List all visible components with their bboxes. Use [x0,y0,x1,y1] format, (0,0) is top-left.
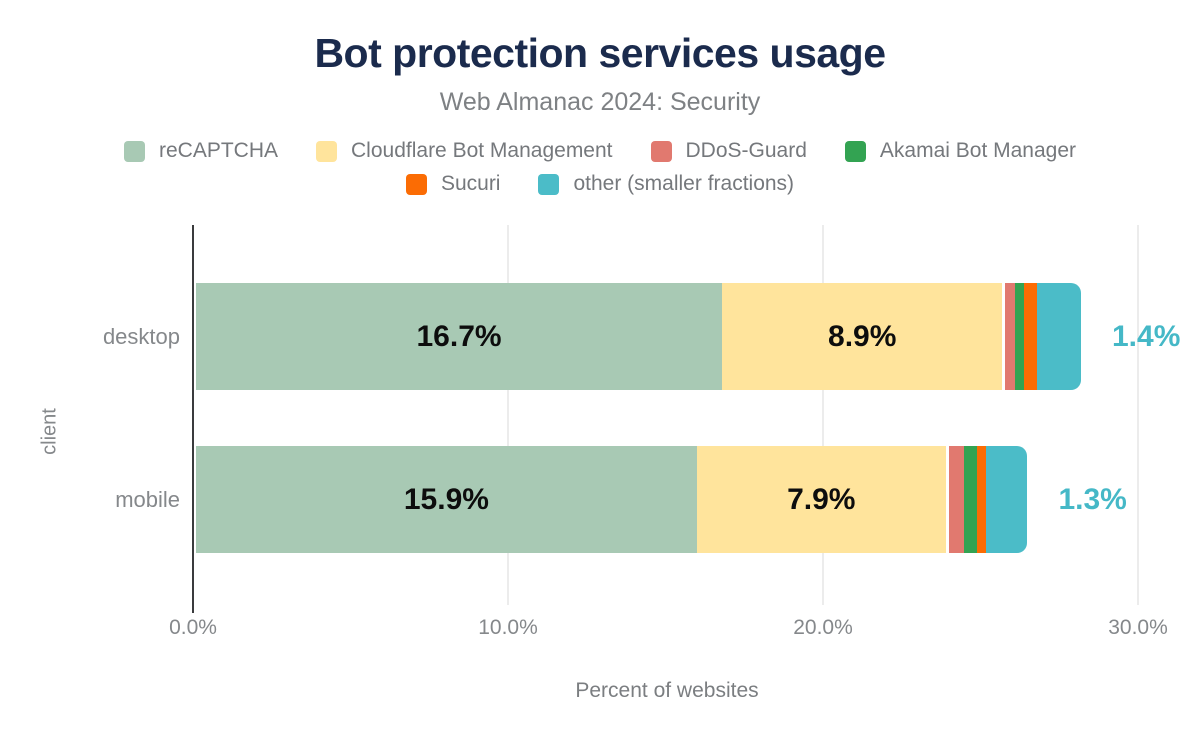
value-label-mobile-recaptcha: 15.9% [403,482,489,516]
bar-segment-sucuri [977,446,987,553]
bar-desktop: 16.7% 8.9% [196,283,1081,390]
legend-item-other-smaller-fractions: other (smaller fractions) [538,172,794,196]
x-tick-10: 10.0% [478,616,538,639]
y-axis-title: client [38,408,61,455]
legend-swatch-other-smaller-fractions-icon [538,173,560,195]
bar-segment-recaptcha: 16.7% [196,283,723,390]
chart-title: Bot protection services usage [314,30,886,76]
legend-item-ddos-guard: DDoS-Guard [650,139,807,163]
bar-segment-other-smaller-fractions [1036,283,1081,390]
legend-label-sucuri: Sucuri [440,172,501,195]
legend-row-1: reCAPTCHA Cloudflare Bot Management DDoS-G… [123,139,1077,163]
legend-swatch-cloudflare-bot-management-icon [316,140,338,162]
value-label-desktop-cloudflare-bot-management: 8.9% [828,319,897,353]
legend-item-akamai-bot-manager: Akamai Bot Manager [844,139,1077,163]
x-tick-20: 20.0% [793,616,853,639]
outside-value-label-desktop: 1.4% [1112,319,1181,353]
legend-label-akamai-bot-manager: Akamai Bot Manager [879,139,1077,162]
category-label-mobile: mobile [115,486,180,512]
legend-item-recaptcha: reCAPTCHA [123,139,279,163]
value-label-desktop-recaptcha: 16.7% [416,319,502,353]
outside-value-label-mobile: 1.3% [1058,482,1127,516]
legend-label-other-smaller-fractions: other (smaller fractions) [573,172,795,195]
legend-label-ddos-guard: DDoS-Guard [685,139,807,162]
y-axis-line [192,225,194,613]
legend-row-2: Sucuri other (smaller fractions) [405,172,794,196]
bar-segment-sucuri [1024,283,1037,390]
bar-segment-cloudflare-bot-management: 8.9% [722,283,1003,390]
bar-segment-recaptcha: 15.9% [196,446,697,553]
x-axis-title: Percent of websites [575,679,759,702]
bar-segment-akamai-bot-manager [964,446,978,553]
legend-item-sucuri: Sucuri [405,172,501,196]
gridline-20 [822,225,824,605]
chart-legend: reCAPTCHA Cloudflare Bot Management DDoS-G… [0,139,1200,196]
chart-subtitle: Web Almanac 2024: Security [439,88,761,116]
legend-item-cloudflare-bot-management: Cloudflare Bot Management [316,139,613,163]
value-label-mobile-cloudflare-bot-management: 7.9% [787,482,856,516]
legend-swatch-akamai-bot-manager-icon [844,140,866,162]
bar-mobile: 15.9% 7.9% [196,446,1028,553]
legend-label-cloudflare-bot-management: Cloudflare Bot Management [351,139,613,162]
bar-segment-ddos-guard [1005,283,1015,390]
bar-segment-akamai-bot-manager [1014,283,1025,390]
bar-segment-other-smaller-fractions [986,446,1028,553]
legend-label-recaptcha: reCAPTCHA [158,139,279,162]
gridline-30 [1137,225,1139,605]
legend-swatch-sucuri-icon [405,173,427,195]
x-tick-0: 0.0% [169,616,217,639]
x-tick-30: 30.0% [1108,616,1168,639]
legend-swatch-ddos-guard-icon [650,140,672,162]
gridline-10 [507,225,509,605]
bar-segment-cloudflare-bot-management: 7.9% [696,446,946,553]
category-label-desktop: desktop [102,323,180,349]
legend-swatch-recaptcha-icon [123,140,145,162]
bar-segment-ddos-guard [948,446,965,553]
